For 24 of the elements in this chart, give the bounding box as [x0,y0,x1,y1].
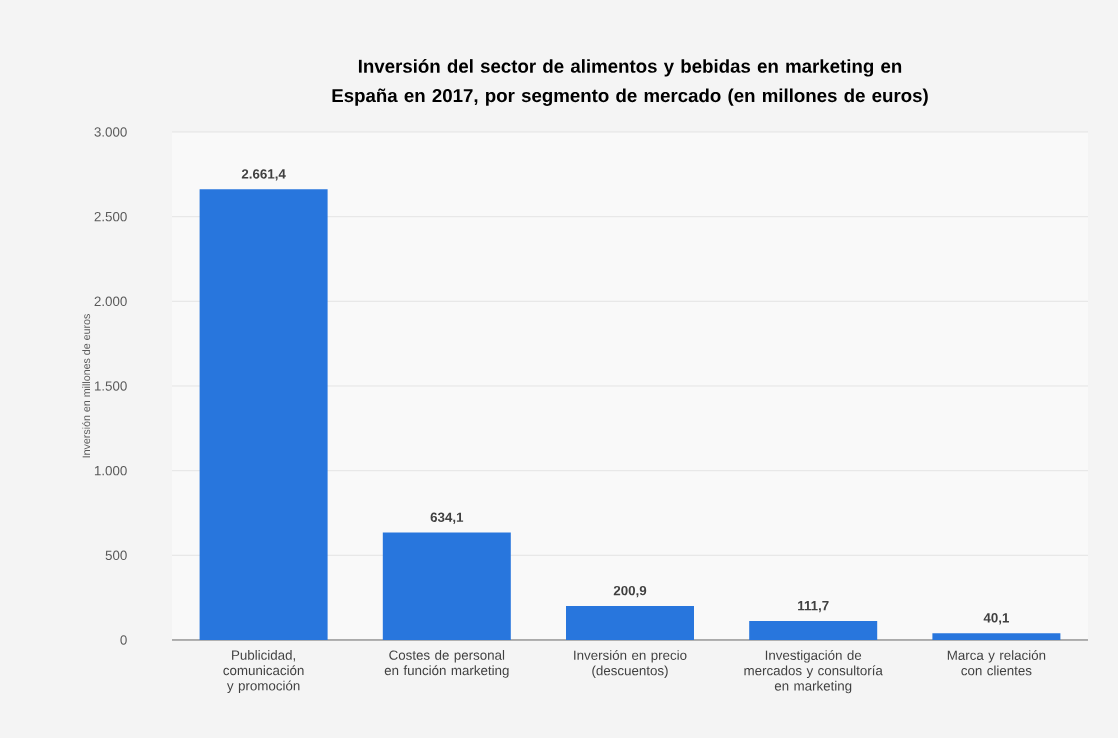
y-tick-label: 2.500 [94,211,127,222]
y-tick-label: 2.000 [94,296,127,307]
x-tick-label: Marca y relación con clientes [947,650,1046,676]
x-tick-label: Investigación de mercados y consultoría en marketing [744,650,883,694]
x-tick-label: Inversión en precio (descuentos) [574,650,687,678]
y-tick-label: 1.500 [94,381,127,391]
bar [199,189,328,640]
chart-title: Inversión del sector de alimentos y bebidas en marketing en España en 2017, por segmento de mercado (en millones de euros) [332,58,928,106]
data-label: 40,1 [983,613,1009,625]
data-label: 200,9 [613,585,647,598]
y-tick-label: 1.000 [94,465,127,476]
x-tick-label: Costes de personal en función marketing [384,650,509,678]
bar [932,633,1061,640]
bar [749,621,878,640]
x-tick-label: Publicidad, comunicación y promoción [223,650,304,694]
y-tick-label: 500 [105,550,127,561]
y-axis-title: Inversión en millones de euros [82,314,91,458]
bar [382,532,511,640]
y-tick-label: 3.000 [94,127,127,137]
data-label: 2.661,4 [241,169,286,181]
bar [566,605,694,640]
data-label: 634,1 [430,512,464,524]
y-tick-label: 0 [120,635,127,645]
data-label: 111,7 [798,601,829,613]
